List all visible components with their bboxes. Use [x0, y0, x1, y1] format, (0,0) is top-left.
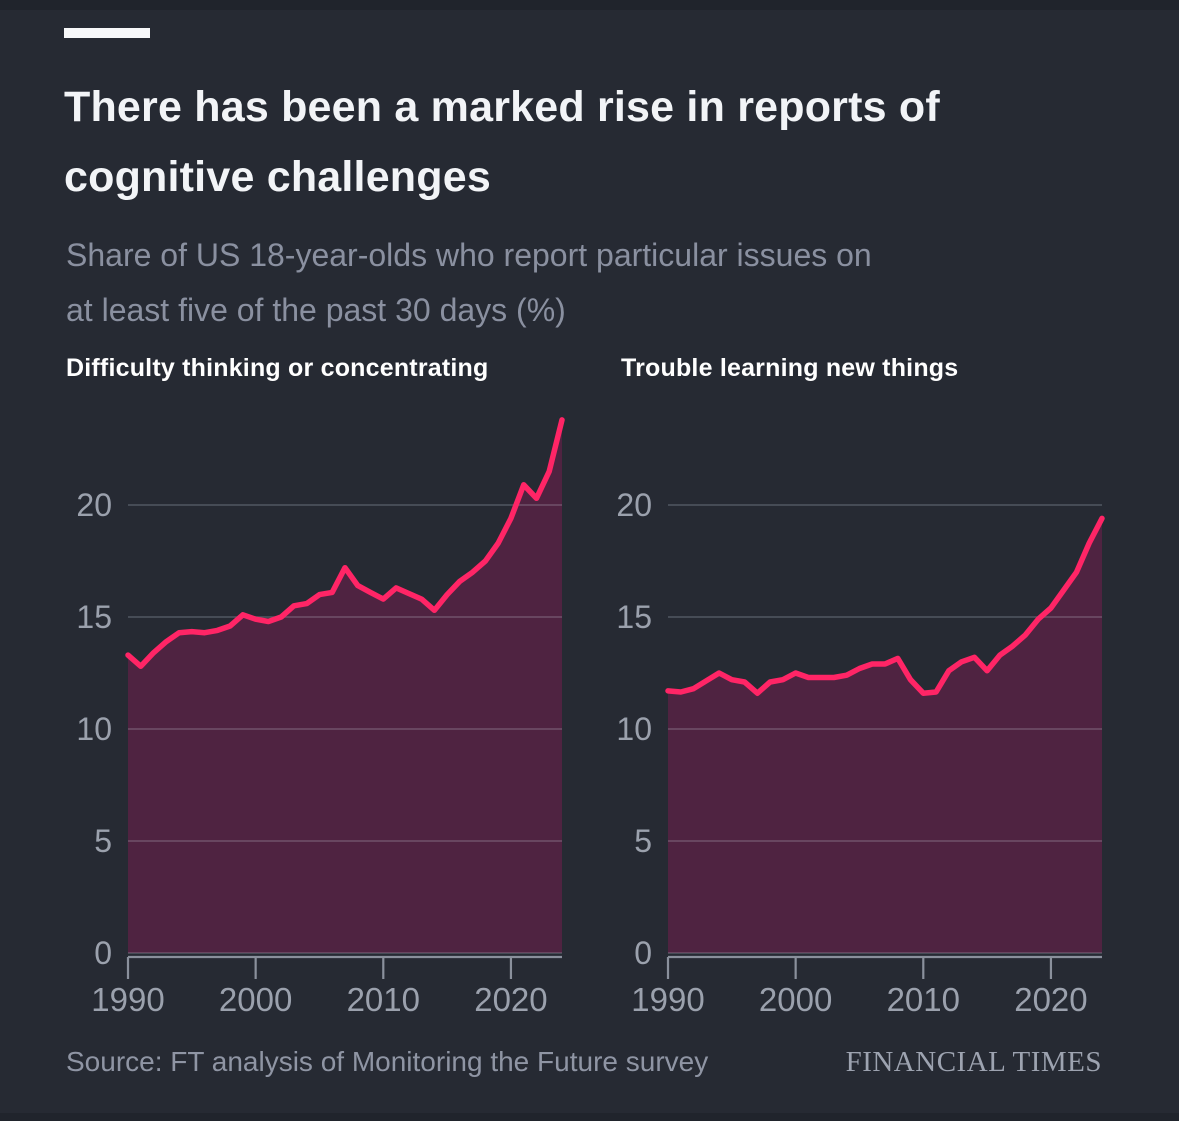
bottom-edge-strip — [0, 1113, 1179, 1121]
y-tick-label-20: 20 — [76, 487, 112, 523]
title-accent-bar — [64, 28, 150, 38]
subtitle-line-2: at least five of the past 30 days (%) — [66, 292, 566, 328]
panel-label-trouble-learning: Trouble learning new things — [621, 354, 959, 382]
y-tick-label-5: 5 — [634, 823, 652, 859]
subtitle-line-1: Share of US 18-year-olds who report part… — [66, 237, 872, 273]
y-tick-label-20: 20 — [616, 487, 652, 523]
y-tick-label-15: 15 — [616, 599, 652, 635]
page-title: There has been a marked rise in reports … — [64, 72, 1114, 212]
y-tick-label-10: 10 — [76, 711, 112, 747]
x-tick-label-2020: 2020 — [474, 981, 547, 1018]
x-tick-label-2020: 2020 — [1014, 981, 1087, 1018]
title-line-2: cognitive challenges — [64, 153, 491, 201]
ft-brand-logo: FINANCIAL TIMES — [845, 1046, 1102, 1078]
y-tick-label-0: 0 — [94, 935, 112, 971]
x-tick-label-1990: 1990 — [631, 981, 704, 1018]
x-tick-label-2010: 2010 — [887, 981, 960, 1018]
y-tick-label-10: 10 — [616, 711, 652, 747]
x-tick-label-1990: 1990 — [91, 981, 164, 1018]
top-edge-strip — [0, 0, 1179, 10]
chart-trouble-learning: 1990 2000 2010 2020 0 5 10 15 20 — [616, 487, 1105, 1018]
data-line — [665, 515, 1105, 696]
y-tick-label-0: 0 — [634, 935, 652, 971]
data-line — [125, 417, 565, 670]
x-tick-label-2000: 2000 — [219, 981, 292, 1018]
chart-subtitle: Share of US 18-year-olds who report part… — [66, 228, 1126, 338]
panel-label-difficulty-thinking: Difficulty thinking or concentrating — [66, 354, 489, 382]
area-fill — [668, 518, 1102, 953]
chart-difficulty-thinking: 1990 2000 2010 2020 0 5 10 15 20 — [76, 417, 565, 1018]
area-fill — [128, 419, 562, 953]
source-note: Source: FT analysis of Monitoring the Fu… — [66, 1046, 709, 1077]
x-tick-label-2000: 2000 — [759, 981, 832, 1018]
y-tick-label-15: 15 — [76, 599, 112, 635]
y-tick-label-5: 5 — [94, 823, 112, 859]
title-line-1: There has been a marked rise in reports … — [64, 83, 940, 131]
x-tick-label-2010: 2010 — [347, 981, 420, 1018]
